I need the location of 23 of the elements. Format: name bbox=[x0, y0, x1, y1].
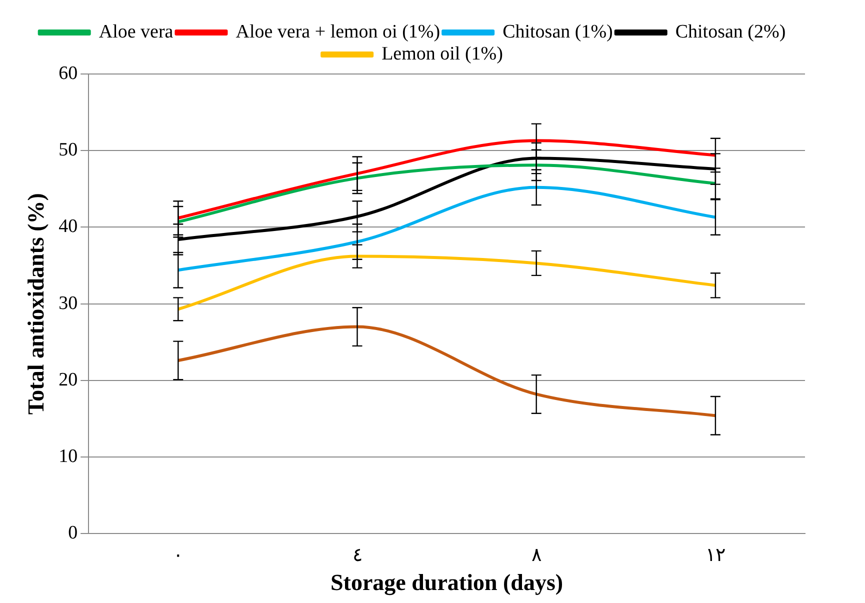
legend-label: Chitosan (2%) bbox=[675, 21, 786, 42]
y-tick-label: 0 bbox=[68, 522, 78, 544]
legend-label: Lemon oil (1%) bbox=[382, 43, 503, 64]
legend-label: Chitosan (1%) bbox=[502, 21, 613, 42]
y-tick-label: 20 bbox=[58, 369, 78, 390]
y-tick-label: 50 bbox=[58, 140, 78, 161]
x-tick-label: ٨ bbox=[531, 544, 542, 566]
legend-label: Aloe vera + lemon oi (1%) bbox=[236, 21, 440, 42]
y-tick-label: 40 bbox=[58, 216, 78, 238]
y-tick-label: 30 bbox=[58, 292, 78, 314]
x-axis-title: Storage duration (days) bbox=[330, 570, 564, 596]
line-series bbox=[176, 186, 717, 272]
line-series bbox=[176, 254, 717, 311]
x-tick-label: ١٢ bbox=[705, 544, 726, 566]
legend-label: Aloe vera bbox=[98, 21, 174, 42]
x-tick-label: ٠ bbox=[173, 544, 184, 566]
line-series bbox=[176, 325, 717, 418]
line-series bbox=[176, 139, 717, 220]
y-tick-label: 10 bbox=[58, 446, 78, 467]
x-tick-label: ٤ bbox=[352, 544, 362, 566]
y-tick-label: 60 bbox=[58, 62, 78, 84]
line-series bbox=[176, 164, 717, 224]
y-axis-title: Total antioxidants (%) bbox=[24, 193, 49, 415]
